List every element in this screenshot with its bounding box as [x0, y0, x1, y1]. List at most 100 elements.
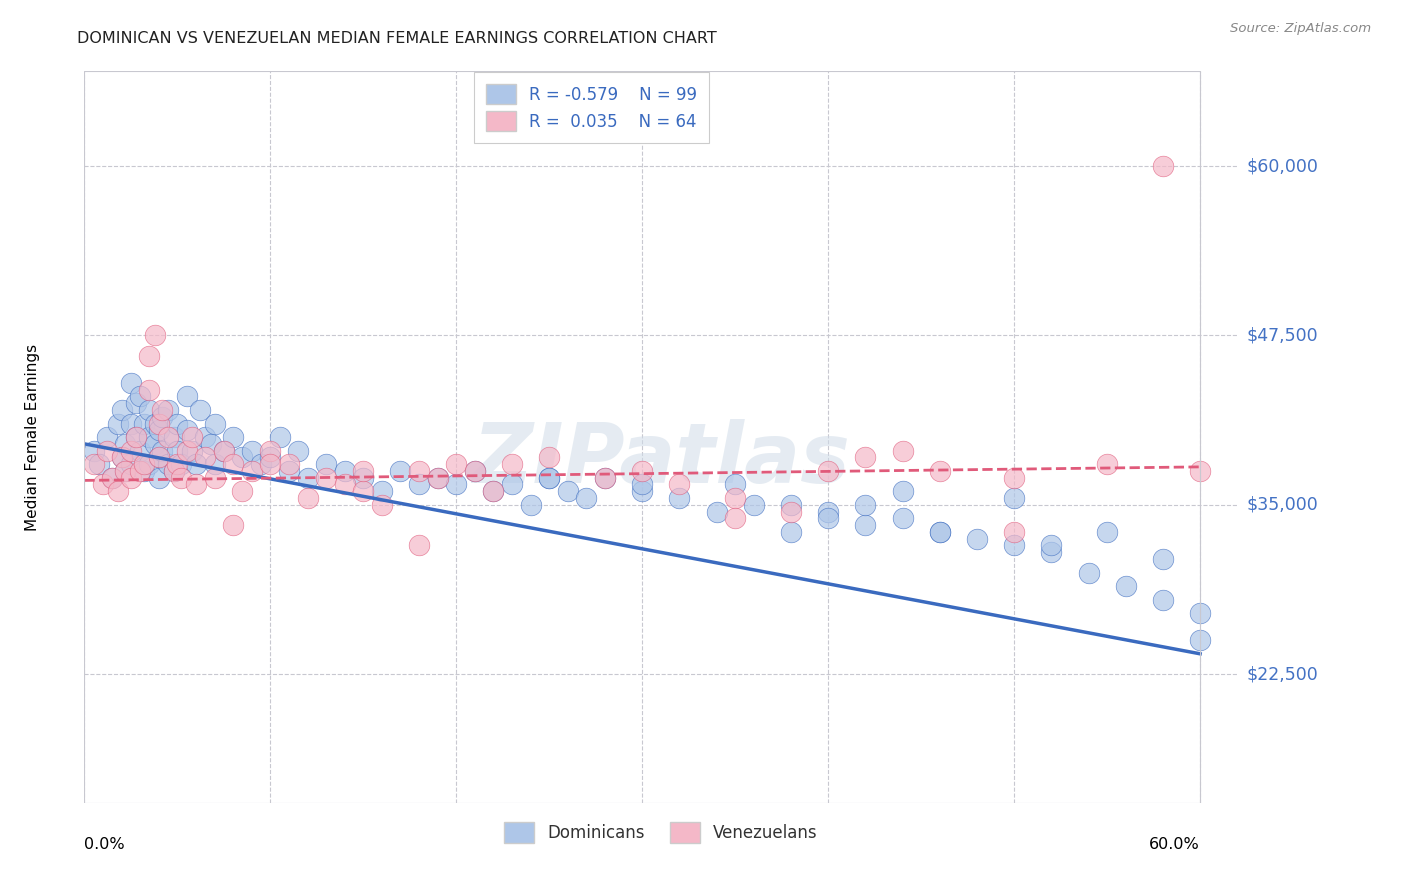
Point	[446, 477, 468, 491]
Point	[152, 443, 174, 458]
Point	[297, 471, 319, 485]
Point	[129, 389, 152, 403]
Point	[780, 524, 803, 539]
Point	[464, 464, 486, 478]
Point	[1002, 471, 1025, 485]
Point	[668, 477, 690, 491]
Point	[184, 457, 207, 471]
Point	[269, 430, 291, 444]
Point	[724, 477, 747, 491]
Point	[212, 443, 235, 458]
Point	[125, 430, 148, 444]
Point	[181, 443, 204, 458]
Point	[143, 417, 166, 431]
Point	[817, 511, 839, 525]
Point	[1152, 592, 1174, 607]
Point	[724, 491, 747, 505]
Point	[891, 443, 914, 458]
Point	[107, 417, 129, 431]
Text: 0.0%: 0.0%	[84, 837, 125, 852]
Point	[333, 464, 356, 478]
Point	[157, 403, 180, 417]
Point	[352, 464, 374, 478]
Point	[143, 437, 166, 451]
Point	[315, 471, 337, 485]
Point	[1002, 524, 1025, 539]
Point	[277, 464, 299, 478]
Point	[277, 457, 299, 471]
Point	[166, 443, 188, 458]
Legend: Dominicans, Venezuelans: Dominicans, Venezuelans	[498, 815, 824, 849]
Point	[1189, 633, 1212, 648]
Text: Source: ZipAtlas.com: Source: ZipAtlas.com	[1230, 22, 1371, 36]
Point	[1152, 552, 1174, 566]
Point	[1095, 457, 1118, 471]
Point	[1189, 606, 1212, 620]
Point	[287, 443, 309, 458]
Point	[259, 443, 281, 458]
Point	[593, 471, 616, 485]
Point	[143, 328, 166, 343]
Point	[928, 524, 950, 539]
Point	[91, 477, 114, 491]
Point	[120, 471, 142, 485]
Point	[204, 471, 226, 485]
Point	[538, 471, 561, 485]
Point	[315, 457, 337, 471]
Point	[166, 457, 188, 471]
Point	[83, 457, 105, 471]
Point	[148, 417, 170, 431]
Text: ZIPatlas: ZIPatlas	[472, 418, 849, 500]
Point	[575, 491, 598, 505]
Point	[138, 349, 160, 363]
Point	[593, 471, 616, 485]
Point	[538, 450, 561, 465]
Point	[132, 464, 155, 478]
Point	[928, 464, 950, 478]
Point	[501, 457, 523, 471]
Point	[120, 417, 142, 431]
Point	[162, 430, 184, 444]
Point	[891, 511, 914, 525]
Point	[222, 518, 245, 533]
Point	[204, 457, 226, 471]
Point	[89, 457, 111, 471]
Point	[200, 437, 222, 451]
Point	[184, 477, 207, 491]
Point	[152, 409, 174, 424]
Point	[817, 505, 839, 519]
Point	[446, 457, 468, 471]
Point	[204, 417, 226, 431]
Point	[1189, 464, 1212, 478]
Point	[125, 396, 148, 410]
Point	[668, 491, 690, 505]
Point	[1095, 524, 1118, 539]
Point	[101, 471, 124, 485]
Point	[426, 471, 449, 485]
Point	[240, 443, 263, 458]
Point	[120, 443, 142, 458]
Point	[352, 471, 374, 485]
Point	[188, 403, 211, 417]
Point	[101, 471, 124, 485]
Point	[352, 484, 374, 499]
Point	[297, 491, 319, 505]
Point	[333, 477, 356, 491]
Point	[120, 376, 142, 390]
Point	[162, 464, 184, 478]
Text: 60.0%: 60.0%	[1149, 837, 1201, 852]
Point	[194, 450, 217, 465]
Text: $60,000: $60,000	[1247, 157, 1319, 175]
Point	[1002, 538, 1025, 552]
Point	[1040, 545, 1063, 559]
Point	[83, 443, 105, 458]
Point	[557, 484, 579, 499]
Point	[176, 443, 198, 458]
Point	[631, 484, 654, 499]
Point	[371, 484, 394, 499]
Point	[1152, 159, 1174, 173]
Point	[1002, 491, 1025, 505]
Point	[157, 430, 180, 444]
Point	[107, 484, 129, 499]
Point	[138, 403, 160, 417]
